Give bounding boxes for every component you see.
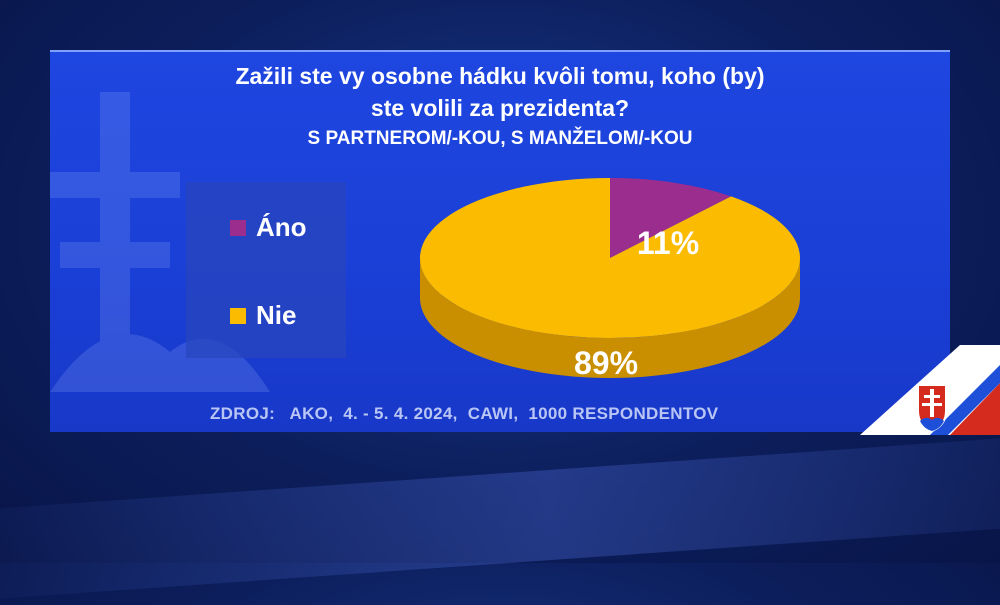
- legend-swatch-ano: [230, 219, 246, 236]
- chart-panel: Zažili ste vy osobne hádku kvôli tomu, k…: [50, 52, 950, 432]
- background-streak: [0, 424, 1000, 605]
- legend-item-nie: Nie: [230, 300, 296, 331]
- chart-title-line1: Zažili ste vy osobne hádku kvôli tomu, k…: [235, 63, 765, 89]
- legend-swatch-nie: [230, 307, 246, 324]
- legend: Áno Nie: [186, 182, 346, 358]
- chart-subtitle: S PARTNEROM/-KOU, S MANŽELOM/-KOU: [307, 128, 693, 149]
- legend-item-ano: Áno: [230, 212, 307, 243]
- chart-title-line2: ste volili za prezidenta?: [370, 95, 630, 121]
- slovak-flag-corner: [860, 345, 1000, 435]
- pie-side-nie: [420, 258, 800, 378]
- pie-slice-ano: [610, 178, 732, 258]
- pie-slice-nie: [420, 178, 800, 338]
- legend-label-nie: Nie: [256, 300, 297, 330]
- pie-chart: 11% 89%: [420, 178, 800, 381]
- slovak-coat-of-arms-icon: [917, 384, 947, 433]
- panel-top-border: [50, 50, 950, 52]
- source-note: ZDROJ: AKO, 4. - 5. 4. 2024, CAWI, 1000 …: [210, 404, 719, 423]
- data-label-nie: 89%: [574, 345, 638, 381]
- data-label-ano: 11%: [637, 225, 699, 261]
- legend-label-ano: Áno: [256, 212, 307, 242]
